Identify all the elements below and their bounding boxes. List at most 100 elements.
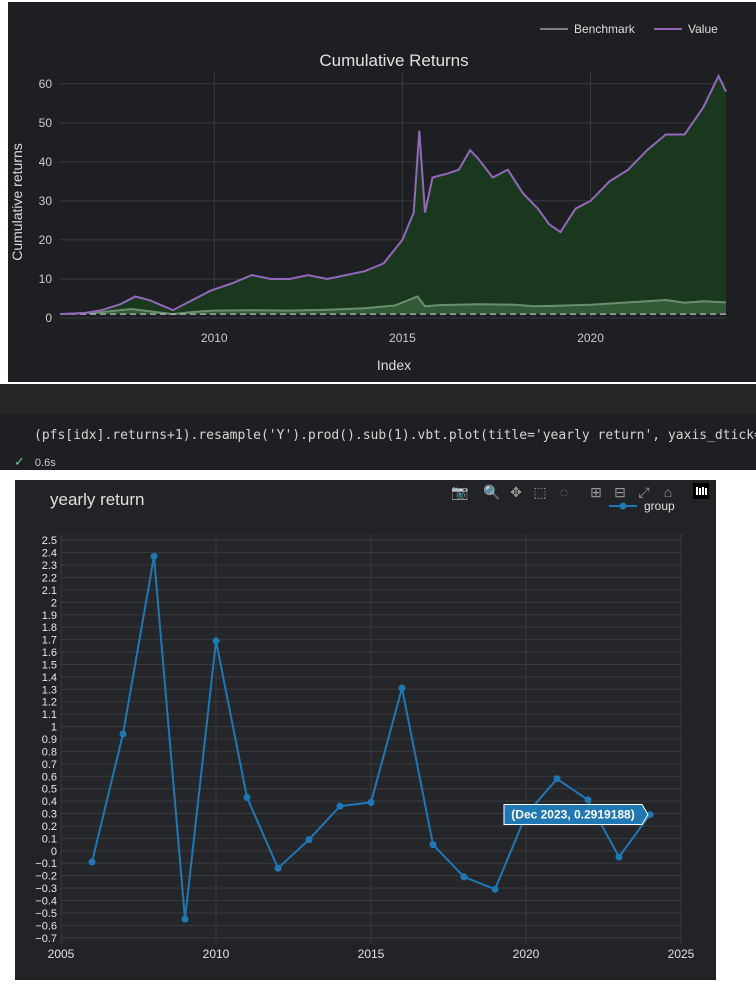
data-point[interactable] (429, 841, 437, 849)
y-tick-label: 2 (51, 597, 57, 609)
plotly-logo-bar (705, 488, 707, 495)
benchmark-area-fill (60, 296, 726, 315)
y-tick-label: 2.5 (42, 535, 57, 547)
autoscale-icon-glyph: ⤢ (638, 484, 649, 500)
y-axis-title: Cumulative returns (9, 143, 25, 261)
plotly-logo-bar (696, 487, 698, 495)
y-tick-label: 0.9 (42, 734, 57, 746)
box-select-icon[interactable]: ⬚ (533, 484, 546, 500)
y-tick-label: 40 (39, 155, 53, 169)
data-point[interactable] (181, 915, 189, 923)
y-tick-label: 1.7 (42, 635, 57, 647)
data-point[interactable] (243, 793, 251, 801)
cell-status: ✓ 0.6s (14, 454, 56, 470)
zoom-out-icon-glyph: ⊟ (614, 484, 626, 500)
data-point[interactable] (553, 775, 561, 783)
y-tick-label: −0.3 (35, 883, 57, 895)
y-tick-label: 1 (51, 722, 57, 734)
data-point[interactable] (584, 796, 592, 804)
x-tick-label: 2015 (358, 947, 385, 961)
x-tick-label: 2010 (201, 331, 228, 345)
x-tick-label: 2020 (513, 947, 540, 961)
legend-label: Benchmark (574, 22, 636, 36)
data-point[interactable] (398, 684, 406, 692)
cumulative-returns-chart: 2010 2015 2020 0 10 20 30 40 50 60 Cumulative Retu… (8, 2, 756, 382)
pan-icon-glyph: ✥ (510, 484, 522, 500)
plotly-logo-icon[interactable] (693, 483, 709, 499)
data-point[interactable] (367, 798, 375, 806)
x-tick-label: 2025 (668, 947, 695, 961)
x-tick-label: 2020 (577, 331, 604, 345)
data-point[interactable] (336, 802, 344, 810)
zoom-out-icon[interactable]: ⊟ (614, 484, 626, 500)
y-tick-label: 0 (45, 311, 52, 325)
y-tick-label: 10 (39, 272, 53, 286)
legend-label: Value (688, 22, 718, 36)
y-tick-label: 0.1 (42, 833, 57, 845)
zoom-in-icon[interactable]: ⊞ (590, 484, 602, 500)
legend-marker (619, 502, 627, 510)
y-tick-label: −0.6 (35, 920, 57, 932)
y-tick-label: −0.4 (35, 896, 57, 908)
data-point[interactable] (460, 873, 468, 881)
data-point[interactable] (305, 836, 313, 844)
y-tick-label: 0.3 (42, 809, 57, 821)
y-tick-label: 2.3 (42, 560, 57, 572)
y-tick-label: 50 (39, 116, 53, 130)
data-point[interactable] (212, 637, 220, 645)
code-line[interactable]: (pfs[idx].returns+1).resample('Y').prod(… (34, 428, 756, 443)
y-tick-label: 0.2 (42, 821, 57, 833)
y-tick-label: 1.6 (42, 647, 57, 659)
y-tick-label: 0.6 (42, 771, 57, 783)
y-tick-label: −0.5 (35, 908, 57, 920)
data-point[interactable] (491, 885, 499, 893)
value-area-fill (60, 76, 726, 315)
autoscale-icon[interactable]: ⤢ (638, 484, 649, 500)
data-point[interactable] (150, 552, 158, 560)
cumulative-returns-svg: 2010 2015 2020 0 10 20 30 40 50 60 Cumulative Retu… (9, 22, 727, 373)
data-point[interactable] (88, 858, 96, 866)
y-tick-label: 1.9 (42, 610, 57, 622)
cell-toolbar-strip (0, 384, 756, 414)
camera-icon-glyph: 📷 (451, 484, 468, 501)
y-tick-label: 0.4 (42, 796, 57, 808)
zoom-in-icon-glyph: ⊞ (590, 484, 602, 500)
y-tick-label: 0 (51, 846, 57, 858)
reset-axes-icon[interactable]: ⌂ (664, 484, 672, 500)
y-tick-label: 20 (39, 233, 53, 247)
x-tick-label: 2015 (389, 331, 416, 345)
plotly-logo-bar (702, 487, 704, 495)
reset-axes-icon-glyph: ⌂ (664, 484, 672, 500)
y-tick-label: 1.4 (42, 672, 57, 684)
y-tick-label: 2.1 (42, 585, 57, 597)
y-tick-label: 60 (39, 77, 53, 91)
data-point[interactable] (119, 730, 127, 738)
check-icon: ✓ (14, 454, 25, 469)
pan-icon[interactable]: ✥ (510, 484, 522, 500)
y-tick-label: 0.7 (42, 759, 57, 771)
y-tick-label: −0.1 (35, 858, 57, 870)
chart-title: yearly return (50, 490, 144, 509)
run-time: 0.6s (34, 457, 56, 469)
lasso-select-icon[interactable]: ◌ (560, 484, 568, 500)
y-tick-label: 1.1 (42, 709, 57, 721)
y-tick-label: 30 (39, 194, 53, 208)
yearly-return-svg: 2005 2010 2015 2020 20252.52.42.32.22.121.91… (35, 483, 709, 961)
camera-icon[interactable]: 📷 (451, 484, 468, 501)
zoom-icon-glyph: 🔍 (483, 483, 500, 501)
data-point[interactable] (646, 811, 654, 819)
value-line (59, 73, 727, 316)
data-point[interactable] (615, 853, 623, 861)
legend-label: group (644, 499, 675, 513)
chart-title: Cumulative Returns (319, 51, 468, 70)
y-tick-label: 2.4 (42, 548, 57, 560)
y-tick-label: 0.8 (42, 746, 57, 758)
y-tick-label: 1.5 (42, 659, 57, 671)
hover-tooltip-label: (Dec 2023, 0.2919188) (511, 808, 634, 822)
data-point[interactable] (274, 864, 282, 872)
x-tick-label: 2005 (48, 947, 75, 961)
box-select-icon-glyph: ⬚ (533, 484, 546, 500)
lasso-select-icon-glyph: ◌ (560, 484, 568, 500)
y-tick-label: 1.8 (42, 622, 57, 634)
zoom-icon[interactable]: 🔍 (483, 483, 500, 501)
